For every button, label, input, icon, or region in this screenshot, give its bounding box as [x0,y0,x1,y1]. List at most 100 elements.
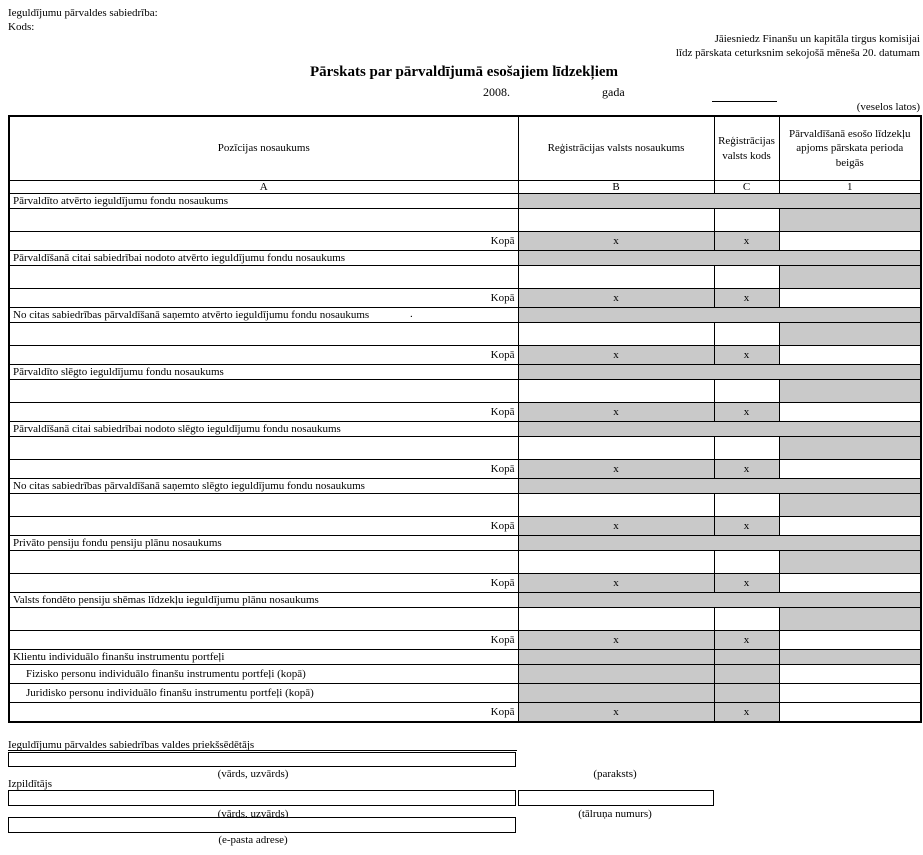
report-year: 2008. [483,85,510,99]
country-name-input-cell[interactable] [517,436,715,460]
page-title: Pārskats par pārvaldījumā esošajiem līdz… [309,64,619,80]
table-row-sub: Fizisko personu individuālo finanšu inst… [8,664,922,684]
fund-name-input-cell[interactable] [8,436,519,460]
table-header-row: Pozīcijas nosaukums Reģistrācijas valsts… [8,115,922,181]
country-code-input-cell[interactable] [713,436,780,460]
total-amount-input-cell[interactable] [778,231,922,251]
fund-name-input-cell[interactable] [8,265,519,289]
section-label-cell: No citas sabiedrības pārvaldīšanā saņemt… [8,307,519,323]
x-mark-cell: x [713,516,780,536]
x-mark-cell: x [517,702,715,723]
country-code-input-cell[interactable] [713,550,780,574]
report-year-suffix: gada [602,85,625,99]
blocked-amount-cell [778,379,922,403]
x-mark-cell: x [713,630,780,650]
executor-phone-field[interactable] [518,790,714,806]
country-name-input-cell[interactable] [517,265,715,289]
fund-name-input-cell[interactable] [8,493,519,517]
fund-name-input-cell[interactable] [8,322,519,346]
table-row-section: No citas sabiedrības pārvaldīšanā saņemt… [8,307,922,323]
report-table: Pozīcijas nosaukums Reģistrācijas valsts… [8,115,922,723]
total-amount-input-cell[interactable] [778,459,922,479]
x-mark-cell: x [517,402,715,422]
country-code-input-cell[interactable] [713,493,780,517]
section-label: Valsts fondēto pensiju shēmas līdzekļu i… [13,594,319,606]
quarter-blank-line[interactable] [712,93,777,102]
executor-label: Izpildītājs [8,778,52,790]
table-row-total: Kopā x x [8,516,922,536]
total-label-cell: Kopā [8,516,519,536]
country-name-input-cell[interactable] [517,379,715,403]
blocked-cell [517,664,715,684]
blocked-amount-cell [778,607,922,631]
total-amount-input-cell[interactable] [778,573,922,593]
table-row-section_cells: Klientu individuālo finanšu instrumentu … [8,649,922,665]
section-label-cell: Privāto pensiju fondu pensiju plānu nosa… [8,535,519,551]
total-label-cell: Kopā [8,459,519,479]
country-name-input-cell[interactable] [517,607,715,631]
submit-note: Jāiesniedz Finanšu un kapitāla tirgus ko… [470,33,920,61]
total-label-cell: Kopā [8,573,519,593]
table-row-total: Kopā x x [8,231,922,251]
phone-caption: (tālruņa numurs) [578,808,652,820]
table-row-section: Pārvaldīšanā citai sabiedrībai nodoto at… [8,250,922,266]
table-row-section: No citas sabiedrības pārvaldīšanā saņemt… [8,478,922,494]
email-caption: (e-pasta adrese) [218,834,288,846]
table-row-total: Kopā x x [8,288,922,308]
total-label-cell: Kopā [8,345,519,365]
country-code-input-cell[interactable] [713,322,780,346]
total-amount-input-cell[interactable] [778,630,922,650]
table-row-total: Kopā x x [8,702,922,723]
section-label: No citas sabiedrības pārvaldīšanā saņemt… [13,480,365,492]
blocked-cell [713,649,780,665]
x-mark-cell: x [517,231,715,251]
section-label-cell: Pārvaldīšanā citai sabiedrībai nodoto sl… [8,421,519,437]
x-mark-cell: x [517,573,715,593]
country-code-input-cell[interactable] [713,265,780,289]
amount-input-cell[interactable] [778,683,922,703]
country-code-input-cell[interactable] [713,379,780,403]
table-row-entry [8,436,922,460]
fund-name-input-cell[interactable] [8,208,519,232]
sub-label-cell: Fizisko personu individuālo finanšu inst… [8,664,519,684]
company-label: Ieguldījumu pārvaldes sabiedrība: [8,7,158,19]
total-label-cell: Kopā [8,288,519,308]
total-amount-input-cell[interactable] [778,402,922,422]
blocked-amount-cell [778,436,922,460]
total-amount-input-cell[interactable] [778,288,922,308]
blocked-cell [713,664,780,684]
units-note: (veselos latos) [856,101,920,113]
country-name-input-cell[interactable] [517,493,715,517]
fund-name-input-cell[interactable] [8,607,519,631]
blocked-cell [517,250,922,266]
executor-name-field[interactable] [8,790,516,806]
blocked-amount-cell [778,322,922,346]
chairman-name-field[interactable] [8,752,516,767]
total-amount-input-cell[interactable] [778,345,922,365]
fund-name-input-cell[interactable] [8,550,519,574]
total-amount-input-cell[interactable] [778,702,922,723]
x-mark-cell: x [713,231,780,251]
country-name-input-cell[interactable] [517,322,715,346]
section-label-cell: Klientu individuālo finanšu instrumentu … [8,649,519,665]
column-header-amount: Pārvaldīšanā esošo līdzekļu apjoms pārsk… [778,115,922,181]
x-mark-cell: x [713,345,780,365]
x-mark-cell: x [517,288,715,308]
executor-email-field[interactable] [8,817,516,833]
country-name-input-cell[interactable] [517,208,715,232]
country-code-input-cell[interactable] [713,607,780,631]
submit-note-line1: Jāiesniedz Finanšu un kapitāla tirgus ko… [714,33,920,45]
country-code-input-cell[interactable] [713,208,780,232]
fund-name-input-cell[interactable] [8,379,519,403]
total-amount-input-cell[interactable] [778,516,922,536]
total-label-cell: Kopā [8,702,519,723]
amount-input-cell[interactable] [778,664,922,684]
x-mark-cell: x [517,516,715,536]
table-row-section: Valsts fondēto pensiju shēmas līdzekļu i… [8,592,922,608]
blocked-cell [517,307,922,323]
table-row-sub: Juridisko personu individuālo finanšu in… [8,683,922,703]
blocked-amount-cell [778,550,922,574]
country-name-input-cell[interactable] [517,550,715,574]
x-mark-cell: x [517,630,715,650]
